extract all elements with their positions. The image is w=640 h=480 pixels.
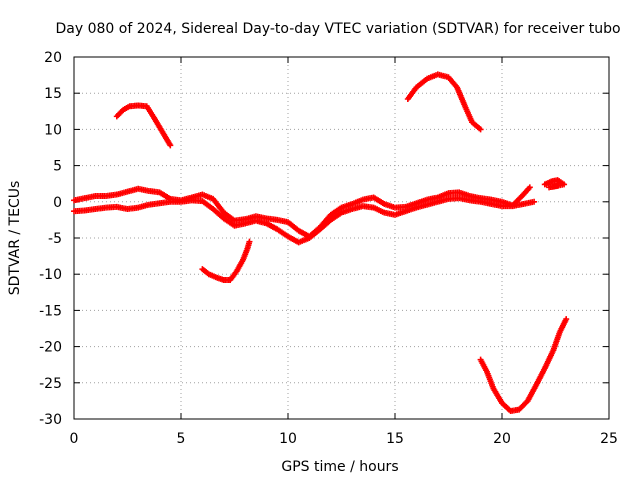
x-tick-label: 20 (493, 431, 511, 447)
y-tick-label: -10 (39, 267, 62, 283)
y-tick-label: -15 (39, 303, 62, 319)
y-tick-label: -25 (39, 376, 62, 392)
series-blob-e (541, 177, 568, 191)
y-tick-label: 5 (53, 159, 62, 175)
y-tick-label: 15 (44, 86, 62, 102)
data-point (531, 198, 538, 205)
y-tick-label: -30 (39, 412, 62, 428)
data-point (246, 238, 253, 245)
x-tick-label: 25 (600, 431, 618, 447)
series-arc-c (404, 71, 484, 133)
chart-title: Day 080 of 2024, Sidereal Day-to-day VTE… (55, 21, 620, 37)
series-arc-b (199, 238, 253, 283)
grid (74, 57, 609, 419)
data-point (563, 316, 570, 323)
data-series (71, 71, 570, 415)
y-tick-label: -5 (48, 231, 62, 247)
x-tick-label: 0 (70, 431, 79, 447)
series-arc-d (477, 316, 570, 415)
axis-ticks: 0 5 10 15 20 25 -30 -25 -20 -15 -10 -5 0 5 10 15 20 (39, 50, 618, 447)
data-point (477, 126, 484, 133)
x-tick-label: 15 (386, 431, 404, 447)
y-axis-label: SDTVAR / TECUs (7, 181, 23, 296)
y-tick-label: 0 (53, 195, 62, 211)
y-tick-label: 10 (44, 122, 62, 138)
data-point (554, 182, 561, 189)
data-point (167, 142, 174, 149)
x-tick-label: 5 (177, 431, 186, 447)
data-point (526, 184, 533, 191)
x-axis-label: GPS time / hours (281, 459, 398, 475)
series-band-lower (71, 195, 538, 246)
y-tick-label: 20 (44, 50, 62, 66)
series-arc-a (113, 102, 174, 149)
y-tick-label: -20 (39, 340, 62, 356)
x-tick-label: 10 (279, 431, 297, 447)
series-band-upper (71, 184, 533, 240)
